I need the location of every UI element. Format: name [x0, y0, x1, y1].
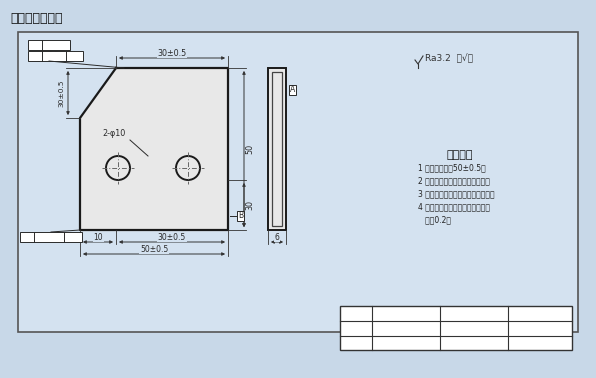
Bar: [28, 51, 83, 61]
Bar: [20, 232, 82, 242]
Text: B: B: [70, 232, 76, 242]
Text: 0.5: 0.5: [43, 232, 55, 242]
Bar: [18, 32, 578, 332]
Text: 第1页: 第1页: [467, 340, 481, 349]
Text: 50: 50: [246, 144, 254, 154]
Text: 0.2: 0.2: [50, 40, 62, 50]
Text: 30±0.5: 30±0.5: [158, 232, 186, 242]
Bar: [268, 68, 286, 230]
Text: 制图: 制图: [351, 325, 361, 334]
Text: 50±0.5: 50±0.5: [140, 245, 168, 254]
Text: Ra3.2  （√）: Ra3.2 （√）: [425, 54, 473, 64]
Text: //: //: [24, 232, 30, 242]
Bar: [340, 306, 572, 350]
Text: 共1页: 共1页: [467, 325, 481, 334]
Text: A: A: [72, 51, 77, 60]
Text: 比例: 比例: [401, 325, 411, 334]
Text: 30±0.5: 30±0.5: [58, 79, 64, 107]
Bar: [272, 72, 282, 226]
Bar: [28, 40, 70, 50]
Text: 1 锉削保证尺寸50±0.5；: 1 锉削保证尺寸50±0.5；: [418, 163, 486, 172]
Text: 小于0.2；: 小于0.2；: [418, 215, 451, 224]
Text: 校对: 校对: [351, 340, 361, 349]
Polygon shape: [80, 68, 228, 230]
Text: 6: 6: [275, 232, 280, 242]
Circle shape: [106, 156, 130, 180]
Text: 4 去除所有飞边、毛刺，锐边倒钝: 4 去除所有飞边、毛刺，锐边倒钝: [418, 202, 490, 211]
Text: 2-φ10: 2-φ10: [103, 129, 126, 138]
Text: —: —: [30, 40, 39, 50]
Text: A: A: [290, 85, 295, 94]
Text: 30±0.5: 30±0.5: [157, 48, 187, 57]
Text: 2 其余各面只需锉光，不用加工；: 2 其余各面只需锉光，不用加工；: [418, 176, 490, 185]
Text: Q235: Q235: [420, 312, 461, 327]
Text: 30: 30: [246, 200, 254, 210]
Text: 设计: 设计: [351, 312, 361, 321]
Text: B: B: [238, 212, 243, 220]
Text: 审核: 审核: [351, 340, 361, 349]
Text: 操作技能样题：: 操作技能样题：: [10, 11, 63, 25]
Text: 1:1: 1:1: [400, 340, 412, 349]
Text: 3 不允许使用研磨抛光材料及工具；: 3 不允许使用研磨抛光材料及工具；: [418, 189, 495, 198]
Text: □: □: [31, 51, 39, 60]
Text: 样题: 样题: [531, 312, 549, 327]
Text: 10: 10: [93, 232, 103, 242]
Text: 0.2: 0.2: [48, 51, 60, 60]
Circle shape: [176, 156, 200, 180]
Text: 技术要求: 技术要求: [447, 150, 473, 160]
